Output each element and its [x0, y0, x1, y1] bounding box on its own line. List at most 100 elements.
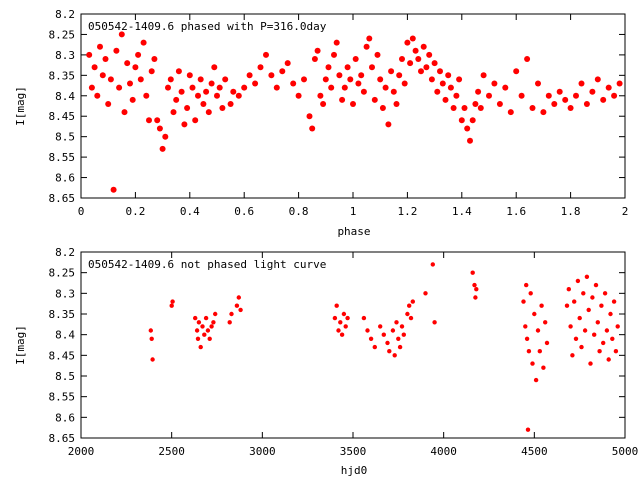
bottom-data-point: [582, 328, 588, 333]
bottom-data-point: [523, 324, 528, 329]
bottom-data-point: [570, 353, 575, 358]
top-data-point: [263, 51, 269, 58]
bottom-y-axis: 8.2 8.25 8.3 8.35 8.4 8.45 8.5 8.55 8.6 8.65: [49, 246, 625, 445]
top-data-point: [390, 88, 397, 95]
bottom-data-point: [564, 303, 570, 308]
bottom-data-point: [577, 315, 582, 321]
bottom-data-point: [590, 295, 595, 300]
top-data-point: [415, 56, 422, 62]
top-data-point: [107, 76, 114, 83]
top-data-point: [369, 64, 375, 71]
top-data-point: [491, 80, 498, 87]
top-data-point: [450, 105, 457, 111]
bottom-y-tick-label: 8.4: [55, 329, 75, 342]
top-data-point: [401, 80, 408, 87]
top-data-point: [423, 64, 430, 71]
top-data-point: [279, 68, 286, 75]
bottom-data-point: [423, 291, 428, 296]
top-data-point: [173, 96, 180, 103]
bottom-data-point: [234, 303, 240, 308]
top-data-point: [227, 101, 234, 107]
top-y-tick-label: 8.6: [55, 172, 75, 185]
bottom-x-axis: 2000 2500 3000 3500 4000 4500 5000: [68, 252, 638, 458]
top-y-tick-label: 8.3: [55, 49, 75, 62]
top-data-point: [268, 72, 275, 79]
top-data-point: [129, 96, 136, 103]
top-y-tick-label: 8.35: [49, 69, 76, 82]
bottom-data-point: [365, 328, 370, 333]
top-y-tick-label: 8.25: [49, 28, 76, 41]
top-data-point: [428, 76, 435, 83]
bottom-y-tick-label: 8.2: [55, 246, 75, 259]
top-data-point: [124, 60, 131, 67]
bottom-data-point: [149, 336, 154, 341]
bottom-data-point: [378, 324, 383, 329]
top-data-point: [382, 84, 389, 91]
bottom-x-tick-label: 2500: [158, 445, 185, 458]
top-data-point: [301, 76, 307, 83]
top-x-tick-label: 0.2: [125, 205, 145, 218]
bottom-data-point: [597, 349, 602, 354]
bottom-data-point: [385, 340, 390, 346]
top-data-point: [113, 47, 120, 54]
top-x-tick-label: 1: [350, 205, 357, 218]
bottom-data-point: [524, 282, 529, 288]
bottom-data-point: [586, 307, 591, 313]
bottom-data-point: [361, 315, 367, 321]
bottom-x-tick-label: 3500: [340, 445, 367, 458]
bottom-data-point: [211, 320, 216, 325]
top-data-point: [328, 84, 335, 91]
bottom-data-point: [193, 315, 198, 321]
bottom-data-point: [338, 320, 343, 325]
top-data-point: [235, 92, 242, 99]
top-data-point: [219, 105, 226, 111]
phased-light-curve-panel: 8.2 8.25 8.3 8.35 8.4 8.45 8.5 8.55 8.6 8.65 0 0.2…: [14, 8, 628, 238]
top-data-point: [118, 31, 125, 38]
bottom-data-point: [203, 315, 209, 321]
bottom-data-point: [525, 427, 531, 432]
top-data-point: [486, 92, 492, 99]
bottom-data-point: [604, 328, 610, 333]
top-data-point: [535, 80, 541, 87]
top-data-point: [170, 109, 177, 116]
top-data-point: [385, 121, 392, 128]
top-data-point: [116, 84, 123, 91]
bottom-data-point: [407, 303, 412, 308]
bottom-data-point: [537, 349, 542, 354]
bottom-data-point: [343, 324, 348, 329]
bottom-data-point: [532, 311, 537, 317]
bottom-data-point: [575, 278, 581, 284]
top-data-point: [320, 101, 327, 107]
top-data-point: [371, 96, 378, 103]
bottom-data-point: [584, 274, 590, 279]
top-data-point: [325, 64, 332, 71]
top-data-point: [295, 92, 302, 99]
bottom-data-point: [227, 320, 232, 325]
top-x-tick-label: 0.8: [289, 205, 309, 218]
bottom-data-point: [213, 311, 218, 317]
top-y-tick-label: 8.65: [49, 192, 76, 205]
top-data-point: [331, 51, 337, 58]
bottom-data-point: [592, 332, 597, 337]
bottom-data-point: [205, 328, 211, 333]
bottom-data-point: [408, 315, 414, 321]
top-data-point: [184, 105, 191, 111]
not-phased-light-curve-panel: 8.2 8.25 8.3 8.35 8.4 8.45 8.5 8.55 8.6 8.65 2000…: [14, 246, 638, 477]
top-x-tick-label: 0: [78, 205, 85, 218]
top-data-point: [502, 84, 509, 91]
top-data-point: [562, 96, 569, 103]
top-data-point: [464, 125, 471, 132]
bottom-data-point: [209, 324, 214, 329]
top-data-point: [86, 51, 93, 58]
top-data-point: [216, 84, 223, 91]
top-data-point: [420, 43, 427, 50]
top-data-point: [192, 117, 199, 124]
top-data-point: [159, 145, 166, 152]
top-data-point: [447, 84, 454, 91]
top-data-point: [143, 92, 150, 99]
bottom-y-tick-label: 8.25: [49, 267, 76, 280]
bottom-data-point: [611, 299, 617, 304]
bottom-x-tick-label: 3000: [249, 445, 276, 458]
